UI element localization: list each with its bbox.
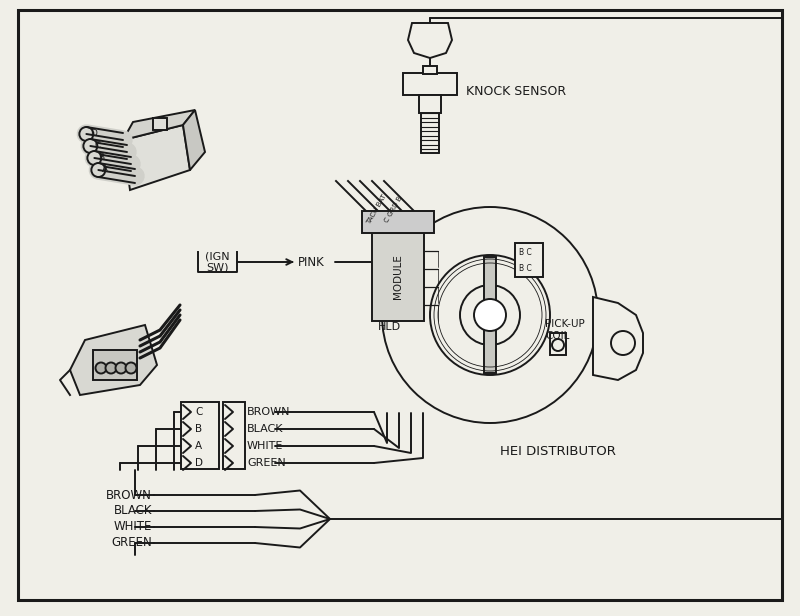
Polygon shape xyxy=(70,325,157,395)
Text: C GRD B: C GRD B xyxy=(384,195,404,223)
Bar xyxy=(403,73,457,95)
Polygon shape xyxy=(593,297,643,380)
Text: A: A xyxy=(195,441,202,451)
Text: GREEN: GREEN xyxy=(111,537,152,549)
Text: B C: B C xyxy=(519,264,532,272)
Bar xyxy=(372,233,424,321)
Text: PICK-UP
COIL: PICK-UP COIL xyxy=(545,319,585,341)
Polygon shape xyxy=(408,23,452,58)
Circle shape xyxy=(552,339,564,351)
Circle shape xyxy=(115,362,126,373)
Text: C: C xyxy=(195,407,202,417)
Text: BLACK: BLACK xyxy=(247,424,283,434)
Text: A: A xyxy=(102,165,109,174)
Text: D: D xyxy=(90,129,98,138)
Bar xyxy=(153,118,167,130)
Bar xyxy=(223,402,245,469)
Bar xyxy=(93,350,137,380)
Text: HLD: HLD xyxy=(378,322,401,332)
Circle shape xyxy=(79,127,94,141)
Circle shape xyxy=(95,362,106,373)
Text: BLACK: BLACK xyxy=(114,505,152,517)
Text: KNOCK SENSOR: KNOCK SENSOR xyxy=(466,84,566,97)
Polygon shape xyxy=(123,110,195,140)
Text: B: B xyxy=(98,153,105,162)
Bar xyxy=(362,211,434,233)
Text: BROWN: BROWN xyxy=(106,488,152,501)
Circle shape xyxy=(91,163,106,177)
Circle shape xyxy=(611,331,635,355)
Circle shape xyxy=(83,139,98,153)
Circle shape xyxy=(474,299,506,331)
Text: GREEN: GREEN xyxy=(247,458,286,468)
Text: PINK: PINK xyxy=(298,256,325,269)
Text: (IGN
SW): (IGN SW) xyxy=(205,251,230,273)
Text: WHITE: WHITE xyxy=(114,521,152,533)
Circle shape xyxy=(430,255,550,375)
Text: B C: B C xyxy=(519,248,532,256)
Bar xyxy=(181,402,219,469)
Bar xyxy=(550,333,566,355)
Bar xyxy=(515,243,543,277)
Text: BROWN: BROWN xyxy=(247,407,290,417)
Circle shape xyxy=(126,362,137,373)
Polygon shape xyxy=(123,125,190,190)
Bar xyxy=(484,257,496,373)
Bar xyxy=(419,95,441,113)
Bar xyxy=(423,66,437,74)
Circle shape xyxy=(460,285,520,345)
Text: HEI DISTRIBUTOR: HEI DISTRIBUTOR xyxy=(500,445,616,458)
Text: C: C xyxy=(94,141,101,150)
Circle shape xyxy=(106,362,117,373)
Text: TACH BAT: TACH BAT xyxy=(366,193,388,225)
Circle shape xyxy=(382,207,598,423)
Text: MODULE: MODULE xyxy=(393,254,403,299)
Text: B: B xyxy=(195,424,202,434)
Text: D: D xyxy=(195,458,203,468)
Circle shape xyxy=(87,151,102,165)
Polygon shape xyxy=(183,110,205,170)
Text: WHITE: WHITE xyxy=(247,441,283,451)
